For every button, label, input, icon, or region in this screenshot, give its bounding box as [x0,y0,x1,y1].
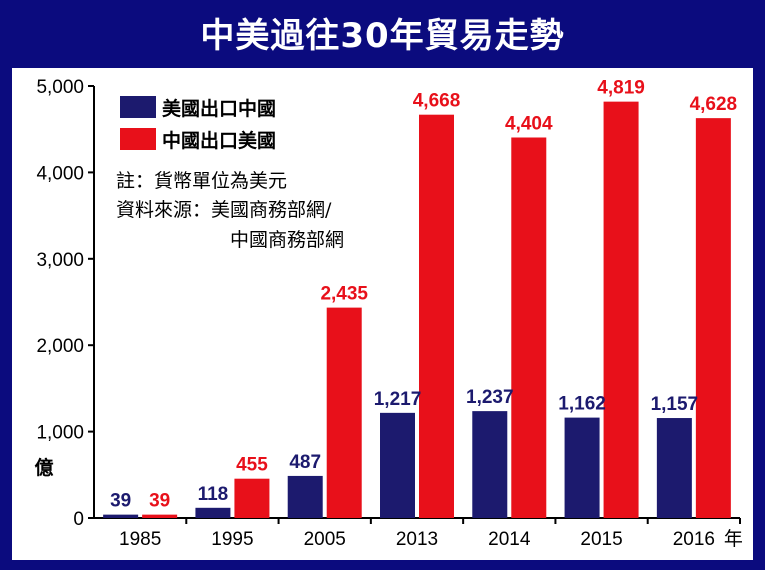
data-label: 1,162 [558,394,606,415]
data-label: 455 [236,455,268,476]
x-tick-label: 2014 [488,529,531,550]
x-tick-label: 2016 [673,529,715,550]
bar [195,507,231,518]
data-label: 4,628 [690,94,738,115]
legend: 美國出口中國 中國出口美國 [120,96,276,152]
bar [142,514,178,518]
bar [603,101,639,518]
x-tick-label: 2015 [580,529,622,550]
data-label: 39 [110,491,131,512]
legend-label-cn-export: 中國出口美國 [162,129,276,152]
y-axis-unit-label: 億 [34,456,53,479]
y-tick-label: 1,000 [36,423,84,444]
y-tick-label: 3,000 [36,250,84,271]
data-label: 4,668 [413,91,461,112]
chart-title: 中美過往30年貿易走勢 [200,16,565,56]
x-tick-label: 2013 [396,529,438,550]
y-tick-label: 5,000 [36,77,84,98]
x-axis-unit-label: 年 [724,528,743,550]
bar [326,307,362,518]
data-label: 487 [289,452,321,473]
data-label: 118 [198,484,229,505]
bar [564,417,600,518]
source-note-line2: 中國商務部網 [230,229,344,251]
bar [103,514,139,518]
legend-swatch-cn-export [120,128,156,150]
data-label: 4,404 [505,113,553,134]
notes: 註：貨幣單位為美元 資料來源：美國商務部網/ 中國商務部網 [116,170,344,251]
bar [656,418,692,518]
axes: 0 1,000 2,000 3,000 4,000 5,000 1985 1995 2005 20… [36,77,742,550]
bar [472,411,508,518]
data-label: 39 [149,491,170,512]
data-label: 2,435 [320,284,368,305]
y-tick-label: 4,000 [36,163,84,184]
bar-chart: 0 1,000 2,000 3,000 4,000 5,000 1985 1995 2005 20… [34,77,742,550]
data-label: 1,237 [466,387,514,408]
source-note-line1: 資料來源：美國商務部網/ [116,199,332,221]
x-tick-label: 1985 [119,529,161,550]
bar [380,412,415,518]
bar [511,137,547,519]
data-label: 1,157 [651,394,699,415]
bar [234,478,270,518]
bar [287,475,323,518]
data-label: 4,819 [597,78,645,99]
y-tick-label: 0 [73,509,84,530]
bar [695,118,731,518]
x-tick-label: 2005 [304,529,346,550]
bars [103,101,731,519]
x-tick-label: 1995 [211,529,253,550]
legend-swatch-us-export [120,96,156,118]
y-tick-label: 2,000 [36,336,84,357]
unit-note: 註：貨幣單位為美元 [116,170,287,192]
data-label: 1,217 [374,389,422,410]
bar [419,114,454,518]
legend-label-us-export: 美國出口中國 [162,97,276,120]
data-labels: 39 39 118 455 487 2,435 1,217 4,668 1,237 4,404 1,… [110,78,737,512]
